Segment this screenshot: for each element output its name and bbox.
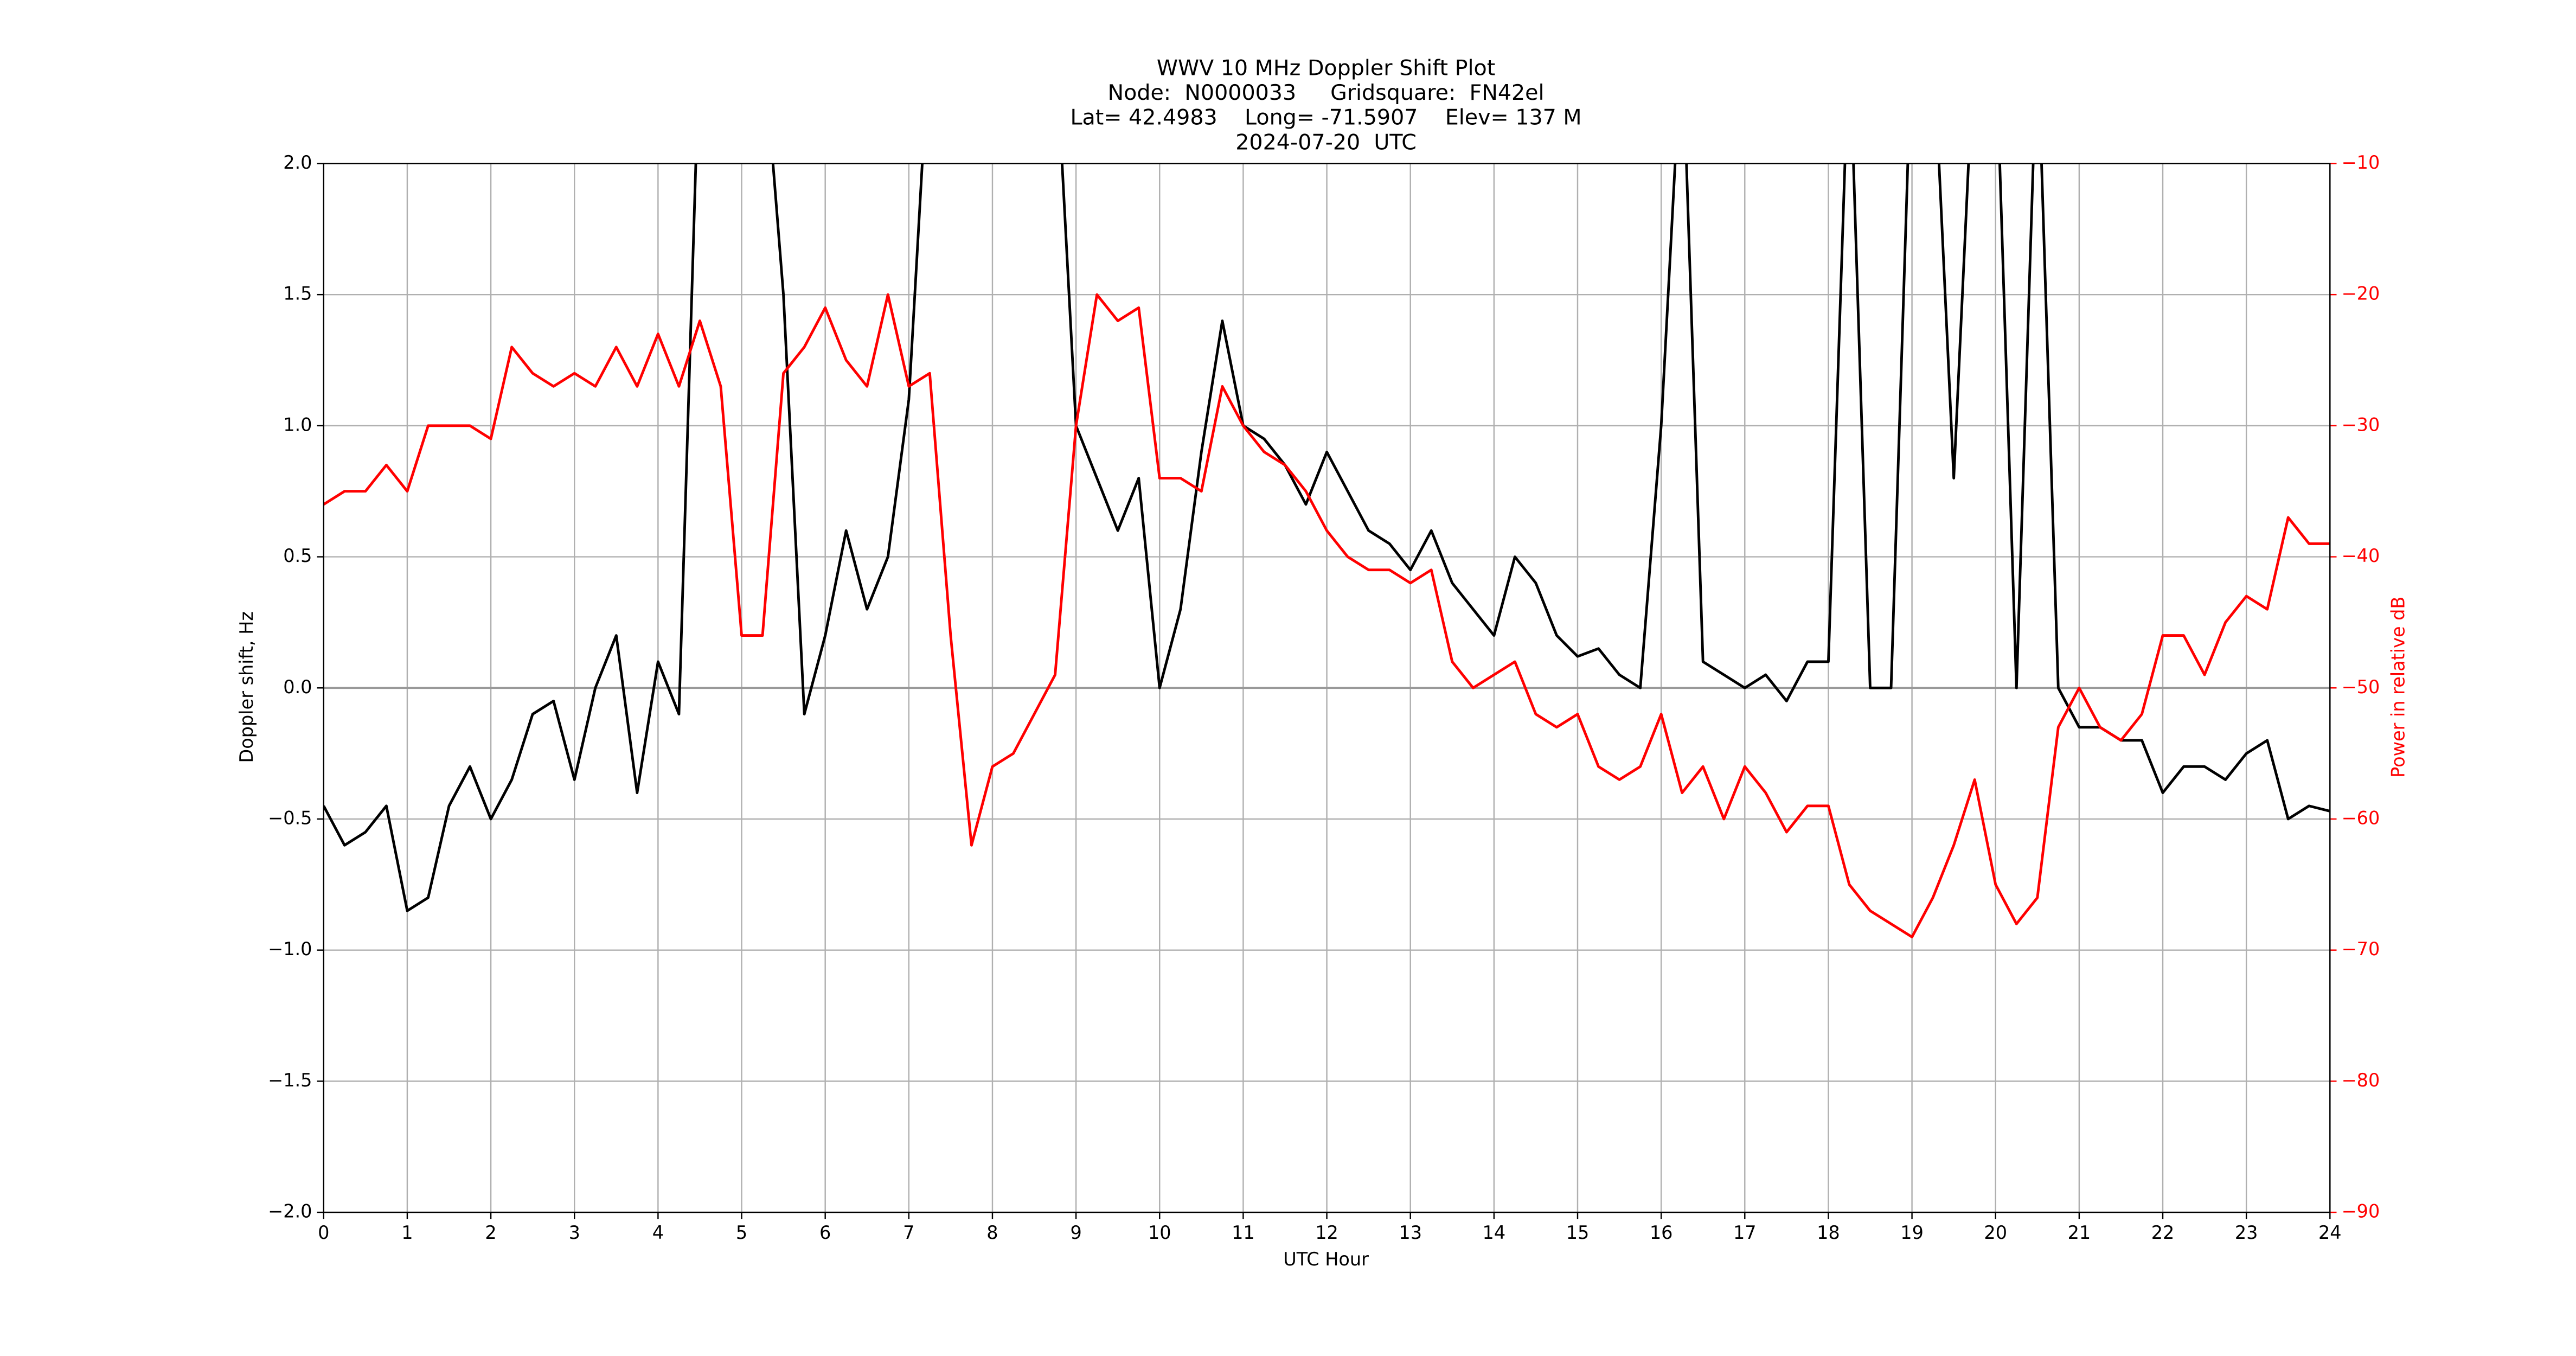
x-tick-label: 11 — [1232, 1222, 1255, 1243]
data-line — [323, 163, 2330, 912]
chart-title: 2024-07-20 UTC — [1235, 130, 1417, 155]
x-tick-label: 15 — [1566, 1222, 1590, 1243]
x-tick-label: 0 — [318, 1222, 329, 1243]
y2-tick-label: −40 — [2342, 545, 2380, 566]
y2-tick-label: −90 — [2342, 1201, 2380, 1222]
y-tick-label: −0.5 — [268, 807, 312, 828]
x-tick-label: 20 — [1984, 1222, 2007, 1243]
x-tick-label: 13 — [1399, 1222, 1422, 1243]
chart-title: Lat= 42.4983 Long= -71.5907 Elev= 137 M — [1070, 105, 1581, 130]
y-tick-label: 1.5 — [283, 283, 312, 304]
y-axis-label: Doppler shift, Hz — [236, 611, 257, 763]
x-tick-label: 16 — [1650, 1222, 1673, 1243]
x-tick-label: 9 — [1070, 1222, 1081, 1243]
y2-tick-label: −80 — [2342, 1070, 2380, 1091]
chart-title: WWV 10 MHz Doppler Shift Plot — [1157, 55, 1495, 80]
x-tick-label: 19 — [1900, 1222, 1924, 1243]
y2-tick-label: −50 — [2342, 676, 2380, 698]
x-tick-label: 23 — [2235, 1222, 2258, 1243]
y-tick-label: 0.0 — [283, 676, 312, 698]
y2-tick-label: −30 — [2342, 414, 2380, 435]
x-tick-label: 2 — [485, 1222, 496, 1243]
chart-title: Node: N0000033 Gridsquare: FN42el — [1108, 80, 1545, 105]
x-tick-label: 21 — [2068, 1222, 2091, 1243]
y2-tick-label: −70 — [2342, 938, 2380, 960]
plot-area — [323, 163, 2330, 938]
x-tick-label: 12 — [1315, 1222, 1338, 1243]
y-tick-label: −2.0 — [268, 1201, 312, 1222]
y2-tick-label: −20 — [2342, 283, 2380, 304]
x-tick-label: 4 — [652, 1222, 664, 1243]
y-tick-label: 2.0 — [283, 152, 312, 173]
x-tick-label: 22 — [2151, 1222, 2175, 1243]
plot-frame — [323, 163, 2331, 1213]
x-tick-label: 7 — [903, 1222, 914, 1243]
x-tick-label: 5 — [736, 1222, 747, 1243]
y2-tick-label: −60 — [2342, 807, 2380, 828]
x-tick-label: 1 — [401, 1222, 413, 1243]
x-tick-label: 17 — [1733, 1222, 1757, 1243]
x-tick-label: 14 — [1483, 1222, 1506, 1243]
x-axis-label: UTC Hour — [1283, 1249, 1369, 1270]
x-tick-label: 8 — [986, 1222, 998, 1243]
y-tick-label: −1.0 — [268, 938, 312, 960]
data-line — [323, 293, 2330, 938]
x-tick-label: 3 — [569, 1222, 580, 1243]
y2-axis-label: Power in relative dB — [2388, 597, 2409, 778]
x-tick-label: 10 — [1148, 1222, 1171, 1243]
x-tick-label: 6 — [819, 1222, 831, 1243]
x-tick-label: 18 — [1817, 1222, 1840, 1243]
y-tick-label: −1.5 — [268, 1070, 312, 1091]
y-tick-label: 0.5 — [283, 545, 312, 566]
y-tick-label: 1.0 — [283, 414, 312, 435]
x-tick-label: 24 — [2318, 1222, 2342, 1243]
y2-tick-label: −10 — [2342, 152, 2380, 173]
